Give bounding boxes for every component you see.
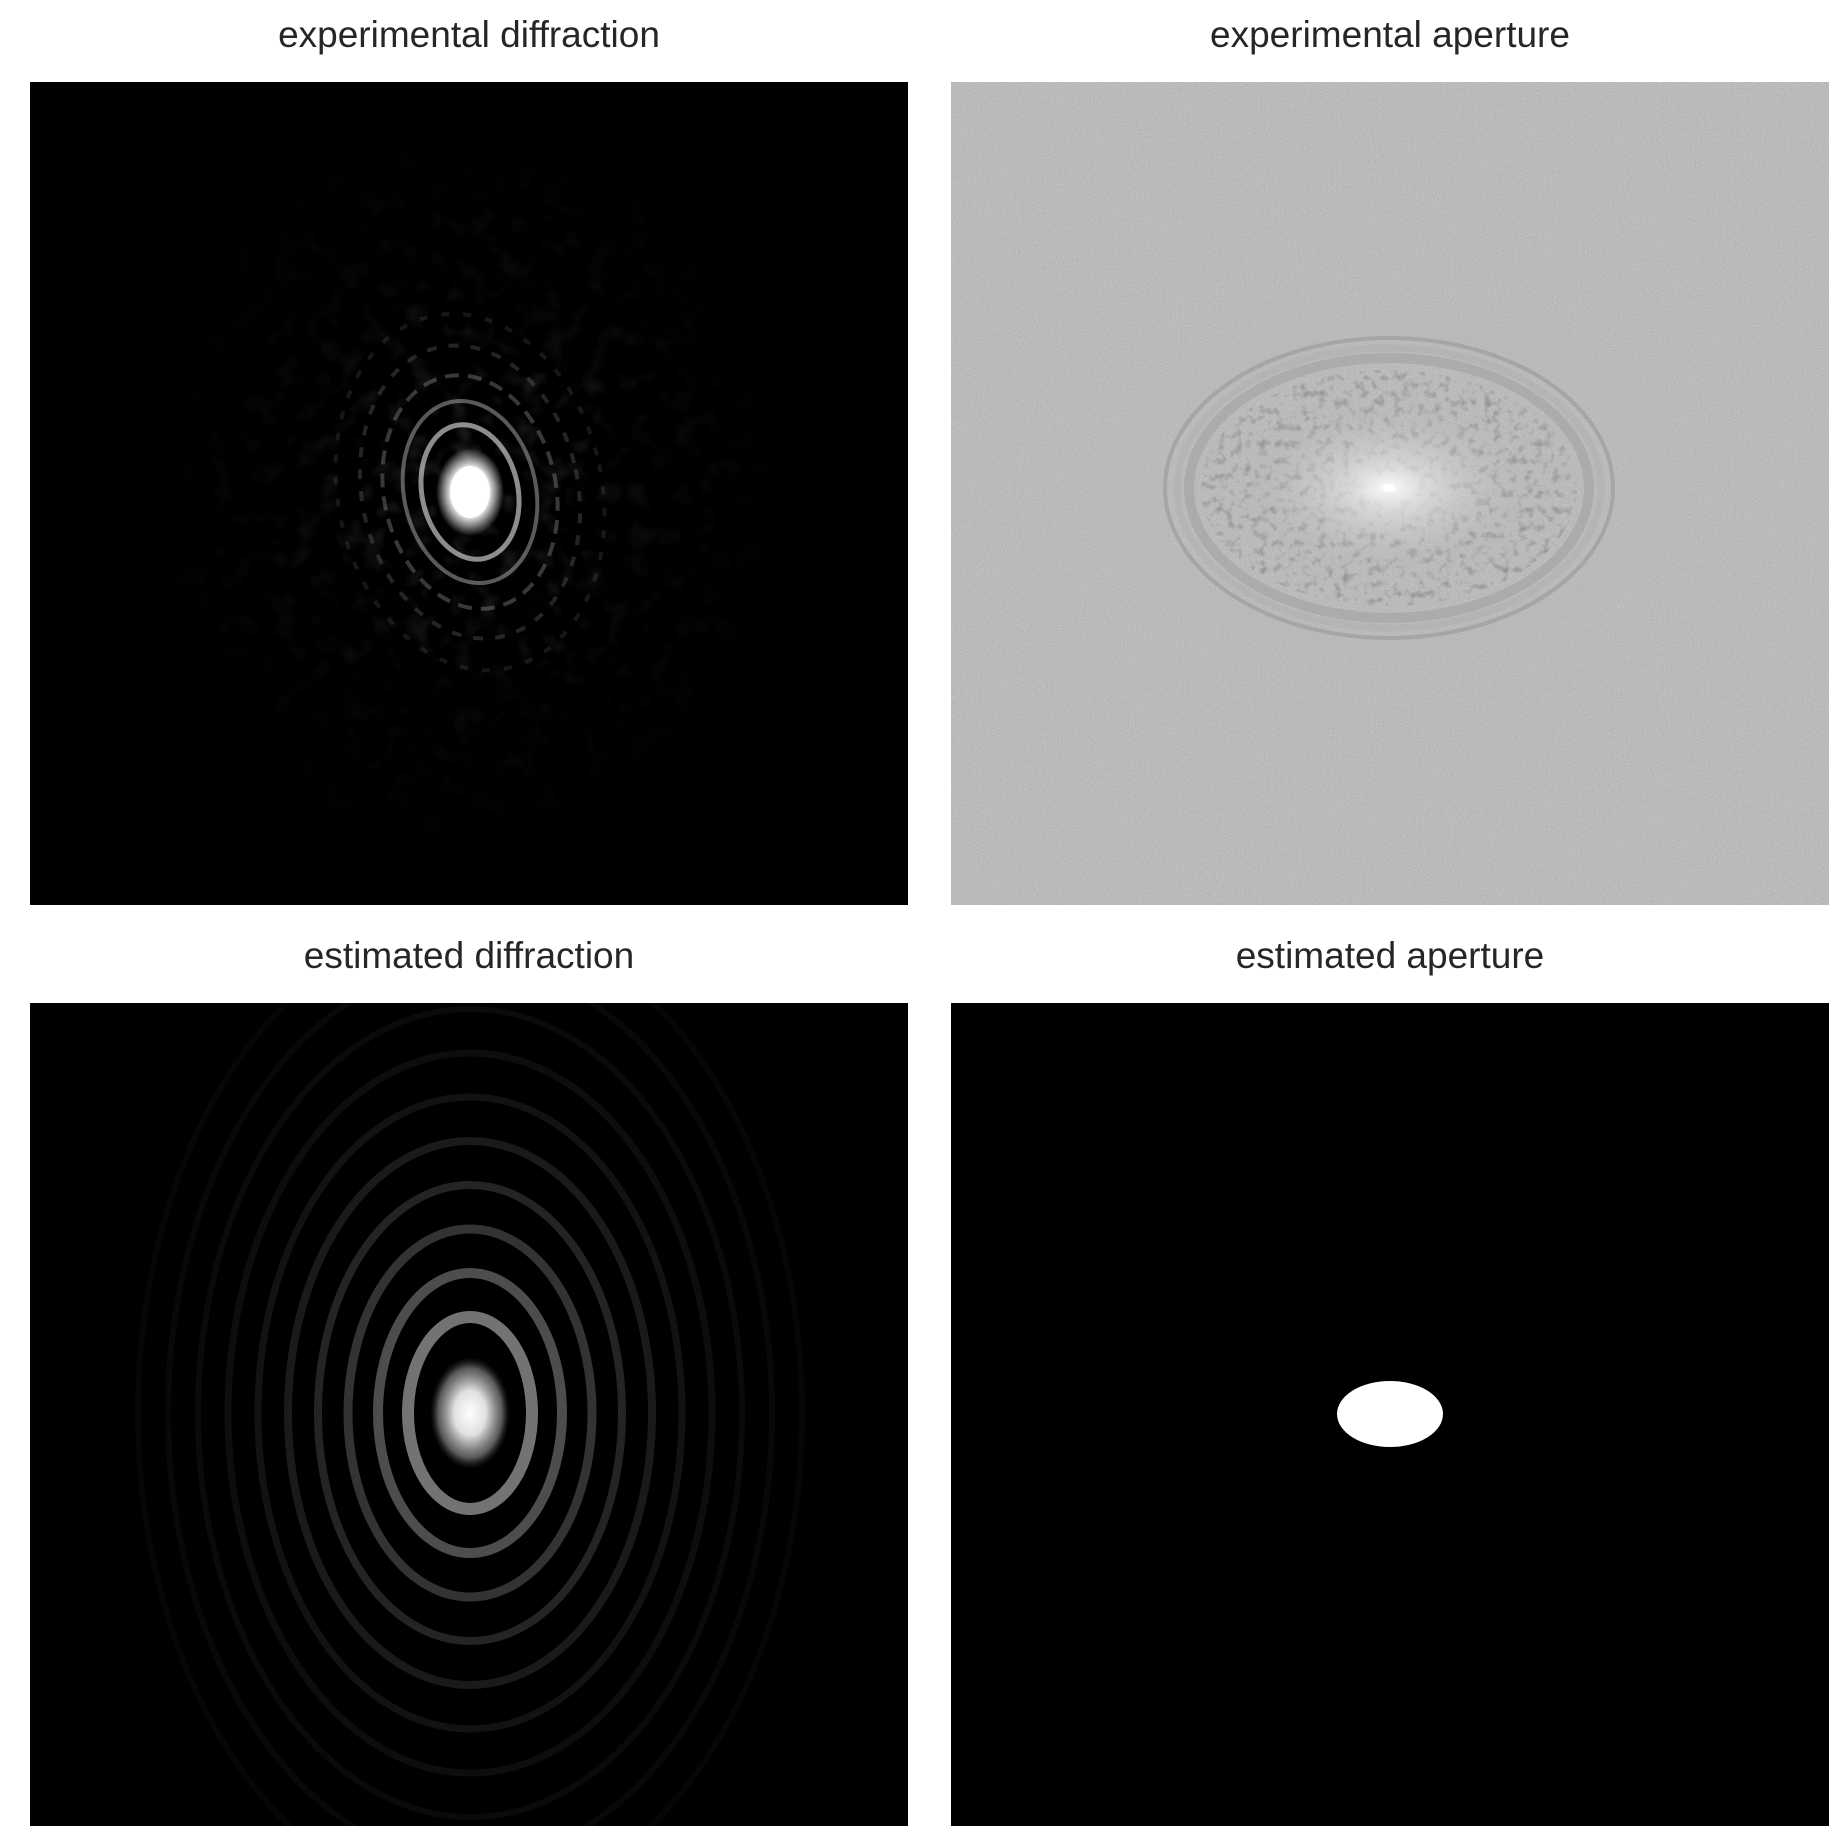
- experimental-diffraction-svg: [30, 82, 908, 905]
- experimental-aperture-svg: [951, 82, 1829, 905]
- panel-title: experimental diffraction: [278, 14, 660, 55]
- aperture-ellipse: [1337, 1381, 1443, 1447]
- experimental-diffraction-image: [30, 82, 908, 905]
- panel-title: estimated aperture: [1235, 935, 1545, 976]
- estimated-aperture-svg: [951, 1003, 1829, 1826]
- estimated-aperture-image: [951, 1003, 1829, 1826]
- experimental-aperture-image: [951, 82, 1829, 905]
- panel-title: experimental aperture: [1210, 14, 1570, 55]
- panel-title: estimated diffraction: [303, 935, 635, 976]
- estimated-diffraction-svg: [30, 1003, 908, 1826]
- estimated-diffraction-image: [30, 1003, 908, 1826]
